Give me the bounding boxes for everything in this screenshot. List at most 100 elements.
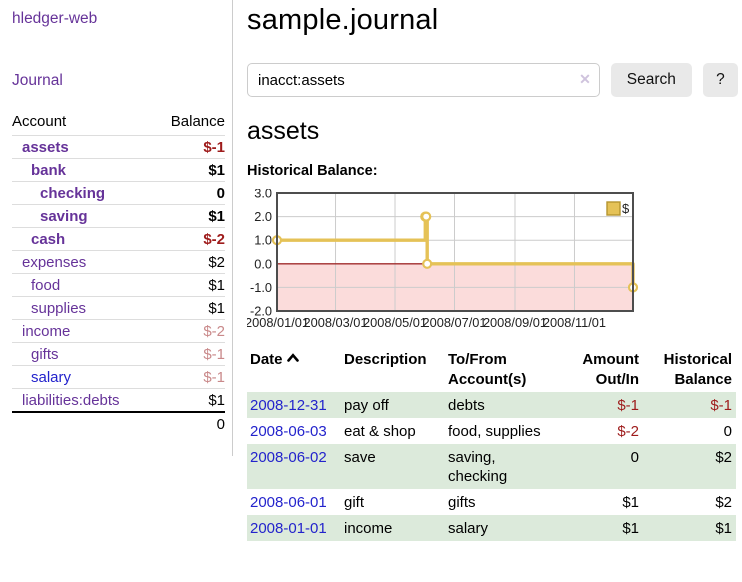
account-link[interactable]: cash (31, 230, 66, 248)
sidebar-item-journal[interactable]: Journal (12, 72, 63, 89)
transaction-amount: $-2 (617, 423, 639, 440)
search-button[interactable]: Search (610, 63, 692, 97)
account-balance: $2 (153, 250, 225, 274)
account-row: bank $1 (12, 158, 225, 182)
chart-title: Historical Balance: (247, 163, 378, 179)
transaction-date-link[interactable]: 2008-12-31 (250, 397, 327, 414)
account-link[interactable]: assets (22, 138, 69, 156)
svg-text:2008/07/01: 2008/07/01 (422, 315, 486, 330)
account-row: expenses $2 (12, 250, 225, 274)
svg-text:0.0: 0.0 (254, 256, 272, 271)
account-link[interactable]: saving (40, 207, 88, 225)
accounts-table: Account Balance assets $-1 bank $1 (12, 111, 225, 436)
account-heading: assets (247, 117, 320, 145)
legend-label: $ (622, 201, 630, 216)
transaction-balance: $-1 (710, 397, 732, 414)
legend-swatch (606, 201, 621, 216)
account-link[interactable]: salary (31, 368, 72, 386)
transaction-description: income (344, 520, 393, 537)
svg-text:2008/05/01: 2008/05/01 (363, 315, 427, 330)
register-header-row: Date Description To/From Account(s) Amou… (247, 348, 736, 392)
register-header-accounts: To/From Account(s) (448, 351, 527, 388)
account-link[interactable]: gifts (31, 345, 59, 363)
search-form: ✕ Search ? (247, 63, 738, 97)
transaction-date-link[interactable]: 2008-06-02 (250, 449, 327, 466)
main-content: sample.journal ✕ Search ? assets Histori… (234, 0, 742, 541)
transaction-balance: $1 (715, 520, 732, 537)
transaction-balance: $2 (715, 449, 732, 466)
account-link[interactable]: liabilities:debts (22, 391, 120, 409)
svg-text:3.0: 3.0 (254, 189, 272, 201)
historical-balance-chart[interactable]: 3.0 2.0 1.0 0.0 -1.0 -2.02008/01/012008/03/01… (247, 189, 647, 334)
account-row: food $1 (12, 273, 225, 297)
transaction-date-link[interactable]: 2008-01-01 (250, 520, 327, 537)
account-row: assets $-1 (12, 135, 225, 159)
account-balance: $1 (153, 158, 225, 182)
account-row: cash $-2 (12, 227, 225, 251)
search-box: ✕ (247, 63, 600, 97)
account-balance: $1 (153, 204, 225, 228)
svg-text:1.0: 1.0 (254, 233, 272, 248)
transaction-balance: $2 (715, 494, 732, 511)
svg-text:2008/01/01: 2008/01/01 (247, 315, 309, 330)
register-header-date[interactable]: Date (247, 348, 341, 392)
transaction-amount: $-1 (617, 397, 639, 414)
account-balance: $-1 (153, 135, 225, 159)
account-balance: $-1 (153, 342, 225, 366)
register-row: 2008-06-01 gift gifts $1 $2 (247, 489, 736, 515)
transaction-description: eat & shop (344, 423, 416, 440)
transaction-accounts: saving, checking (448, 449, 508, 485)
account-link[interactable]: expenses (22, 253, 87, 271)
data-point-marker (422, 258, 433, 269)
register-row: 2008-06-02 save saving, checking 0 $2 (247, 444, 736, 489)
page-title: sample.journal (247, 4, 439, 36)
account-link[interactable]: bank (31, 161, 67, 179)
transaction-description: gift (344, 494, 365, 511)
account-row: saving $1 (12, 204, 225, 228)
account-link[interactable]: food (31, 276, 61, 294)
account-balance: $1 (153, 273, 225, 297)
account-balance: $1 (153, 296, 225, 320)
accounts-header-balance: Balance (170, 113, 225, 130)
accounts-total-spacer (12, 411, 154, 436)
account-row: income $-2 (12, 319, 225, 343)
transaction-description: pay off (344, 397, 389, 414)
sidebar: hledger-web Journal Account Balance asse… (0, 0, 233, 456)
account-balance: $1 (153, 388, 225, 412)
account-link[interactable]: supplies (31, 299, 87, 317)
clear-search-icon[interactable]: ✕ (579, 71, 591, 87)
transaction-amount: $1 (622, 520, 639, 537)
accounts-header-account: Account (12, 113, 67, 130)
register-row: 2008-01-01 income salary $1 $1 (247, 515, 736, 541)
transaction-amount: 0 (630, 449, 639, 466)
transaction-date-link[interactable]: 2008-06-01 (250, 494, 327, 511)
transaction-date-link[interactable]: 2008-06-03 (250, 423, 327, 440)
account-balance: $-2 (153, 227, 225, 251)
transaction-amount: $1 (622, 494, 639, 511)
svg-text:2008/09/01: 2008/09/01 (483, 315, 547, 330)
transaction-balance: 0 (723, 423, 732, 440)
transaction-accounts: salary (448, 520, 489, 537)
account-row: supplies $1 (12, 296, 225, 320)
accounts-total-value: 0 (153, 411, 225, 436)
register-row: 2008-12-31 pay off debts $-1 $-1 (247, 392, 736, 418)
svg-text:-1.0: -1.0 (250, 280, 272, 295)
sort-ascending-icon (286, 353, 299, 362)
plot-border (276, 192, 634, 312)
svg-text:2008/11/01: 2008/11/01 (543, 315, 606, 330)
account-row: gifts $-1 (12, 342, 225, 366)
account-link[interactable]: income (22, 322, 71, 340)
account-row: salary $-1 (12, 365, 225, 389)
svg-text:-2.0: -2.0 (250, 304, 272, 319)
transaction-accounts: gifts (448, 494, 476, 511)
search-input[interactable] (247, 63, 600, 97)
accounts-header-row: Account Balance (12, 111, 225, 136)
app-brand-link[interactable]: hledger-web (12, 10, 98, 27)
account-link[interactable]: checking (40, 184, 106, 202)
account-balance: 0 (153, 181, 225, 205)
account-balance: $-1 (153, 365, 225, 389)
register-table: Date Description To/From Account(s) Amou… (247, 348, 736, 541)
help-button[interactable]: ? (702, 63, 738, 97)
register-row: 2008-06-03 eat & shop food, supplies $-2… (247, 418, 736, 444)
